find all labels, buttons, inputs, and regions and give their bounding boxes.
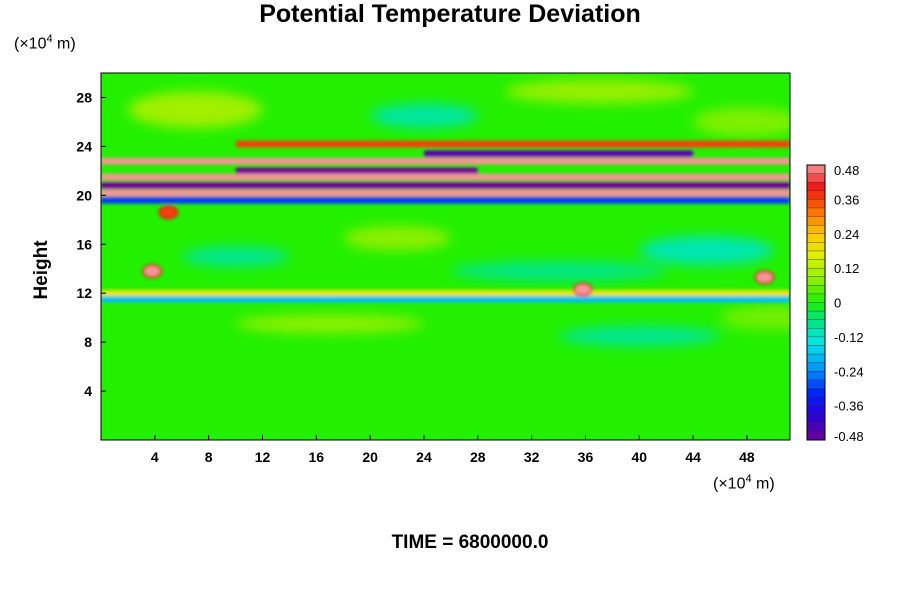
deviation-band bbox=[101, 182, 790, 189]
colorbar-swatch bbox=[806, 379, 826, 389]
x-axis-unit: (×104 m) bbox=[713, 473, 775, 493]
x-axis: 4 8 12 16 20 24 28 32 36 40 44 48 bbox=[151, 435, 755, 465]
deviation-blob bbox=[158, 205, 179, 220]
colorbar-swatch bbox=[806, 199, 826, 209]
deviation-blob bbox=[754, 270, 775, 285]
field-patch bbox=[127, 91, 263, 129]
deviation-band bbox=[101, 173, 790, 181]
colorbar-swatch bbox=[806, 285, 826, 295]
colorbar-swatch bbox=[806, 181, 826, 192]
colorbar-swatch bbox=[806, 345, 826, 355]
x-tick-label: 28 bbox=[470, 449, 486, 465]
field-patch bbox=[235, 313, 424, 334]
colorbar-swatch bbox=[806, 259, 826, 269]
plot-area bbox=[101, 73, 790, 440]
field-patch bbox=[558, 326, 721, 346]
colorbar-label: -0.12 bbox=[834, 330, 864, 345]
colorbar-swatch bbox=[806, 319, 826, 329]
x-tick-label: 48 bbox=[739, 449, 755, 465]
colorbar-swatch bbox=[806, 173, 826, 183]
colorbar-swatch bbox=[806, 267, 826, 278]
colorbar-label: -0.36 bbox=[834, 399, 864, 414]
deviation-band bbox=[423, 150, 694, 158]
field-patch bbox=[639, 235, 774, 266]
colorbar-swatch bbox=[806, 405, 826, 415]
field-patch bbox=[450, 261, 667, 281]
colorbar-swatch bbox=[806, 422, 826, 432]
field-patch bbox=[504, 79, 694, 104]
colorbar-label: -0.48 bbox=[834, 429, 864, 444]
colorbar-label: -0.24 bbox=[834, 364, 864, 379]
colorbar-swatch bbox=[806, 431, 826, 441]
colorbar-swatch bbox=[806, 362, 826, 372]
colorbar-swatch bbox=[806, 233, 826, 243]
deviation-band bbox=[101, 289, 790, 297]
colorbar-swatch bbox=[806, 250, 826, 261]
x-tick-label: 16 bbox=[309, 449, 325, 465]
colorbar-swatch bbox=[806, 190, 826, 200]
colorbar-swatch bbox=[806, 328, 826, 338]
colorbar: 0.48 0.36 0.24 0.12 0 -0.12 -0.24 -0.36 -0.48 bbox=[806, 163, 864, 444]
y-tick-label: 28 bbox=[76, 89, 92, 105]
field-patch bbox=[343, 225, 451, 251]
x-tick-label: 40 bbox=[631, 449, 647, 465]
deviation-band bbox=[235, 167, 478, 175]
colorbar-swatch bbox=[806, 388, 826, 398]
deviation-blob bbox=[142, 264, 163, 279]
colorbar-label: 0.36 bbox=[834, 192, 859, 207]
y-tick-label: 20 bbox=[76, 187, 92, 203]
colorbar-swatch bbox=[806, 353, 826, 364]
time-label: TIME = 6800000.0 bbox=[391, 532, 549, 553]
y-axis-unit: (×104 m) bbox=[14, 33, 76, 53]
colorbar-frame bbox=[806, 164, 826, 441]
deviation-band bbox=[101, 157, 790, 165]
x-tick-label: 36 bbox=[578, 449, 594, 465]
colorbar-swatch bbox=[806, 310, 826, 321]
field-patch bbox=[181, 246, 290, 267]
colorbar-swatch bbox=[806, 396, 826, 407]
y-tick-label: 8 bbox=[84, 334, 92, 350]
x-tick-label: 8 bbox=[205, 449, 213, 465]
deviation-band bbox=[101, 189, 790, 197]
colorbar-label: 0.48 bbox=[834, 163, 859, 178]
colorbar-swatch bbox=[806, 224, 826, 235]
colorbar-label: 0.24 bbox=[834, 227, 859, 242]
y-tick-label: 4 bbox=[84, 383, 92, 399]
x-tick-label: 4 bbox=[151, 449, 159, 465]
colorbar-swatch bbox=[806, 276, 826, 286]
colorbar-swatch bbox=[806, 302, 826, 312]
field-patch bbox=[720, 305, 790, 330]
x-tick-label: 32 bbox=[524, 449, 540, 465]
colorbar-swatch bbox=[806, 336, 826, 346]
colorbar-label: 0.12 bbox=[834, 261, 859, 276]
field-patch bbox=[370, 103, 478, 129]
colorbar-swatch bbox=[806, 216, 826, 226]
colorbar-swatch bbox=[806, 293, 826, 304]
colorbar-swatch bbox=[806, 242, 826, 252]
y-axis: 4 8 12 16 20 24 28 bbox=[76, 89, 106, 399]
chart-title: Potential Temperature Deviation bbox=[259, 0, 641, 28]
colorbar-swatch bbox=[806, 371, 826, 381]
deviation-band bbox=[235, 140, 790, 148]
y-tick-label: 24 bbox=[76, 138, 92, 154]
y-tick-label: 16 bbox=[76, 236, 92, 252]
x-tick-label: 20 bbox=[362, 449, 378, 465]
deviation-blob bbox=[572, 282, 593, 297]
x-tick-label: 12 bbox=[255, 449, 271, 465]
field-patch bbox=[693, 107, 790, 137]
colorbar-swatch bbox=[806, 207, 826, 218]
colorbar-swatch bbox=[806, 164, 826, 175]
x-tick-label: 24 bbox=[416, 449, 432, 465]
y-tick-label: 12 bbox=[76, 285, 92, 301]
plot-frame bbox=[100, 72, 791, 441]
x-tick-label: 44 bbox=[685, 449, 701, 465]
colorbar-label: 0 bbox=[834, 296, 841, 311]
deviation-band bbox=[101, 295, 790, 303]
colorbar-swatch bbox=[806, 414, 826, 424]
deviation-band bbox=[101, 196, 790, 204]
